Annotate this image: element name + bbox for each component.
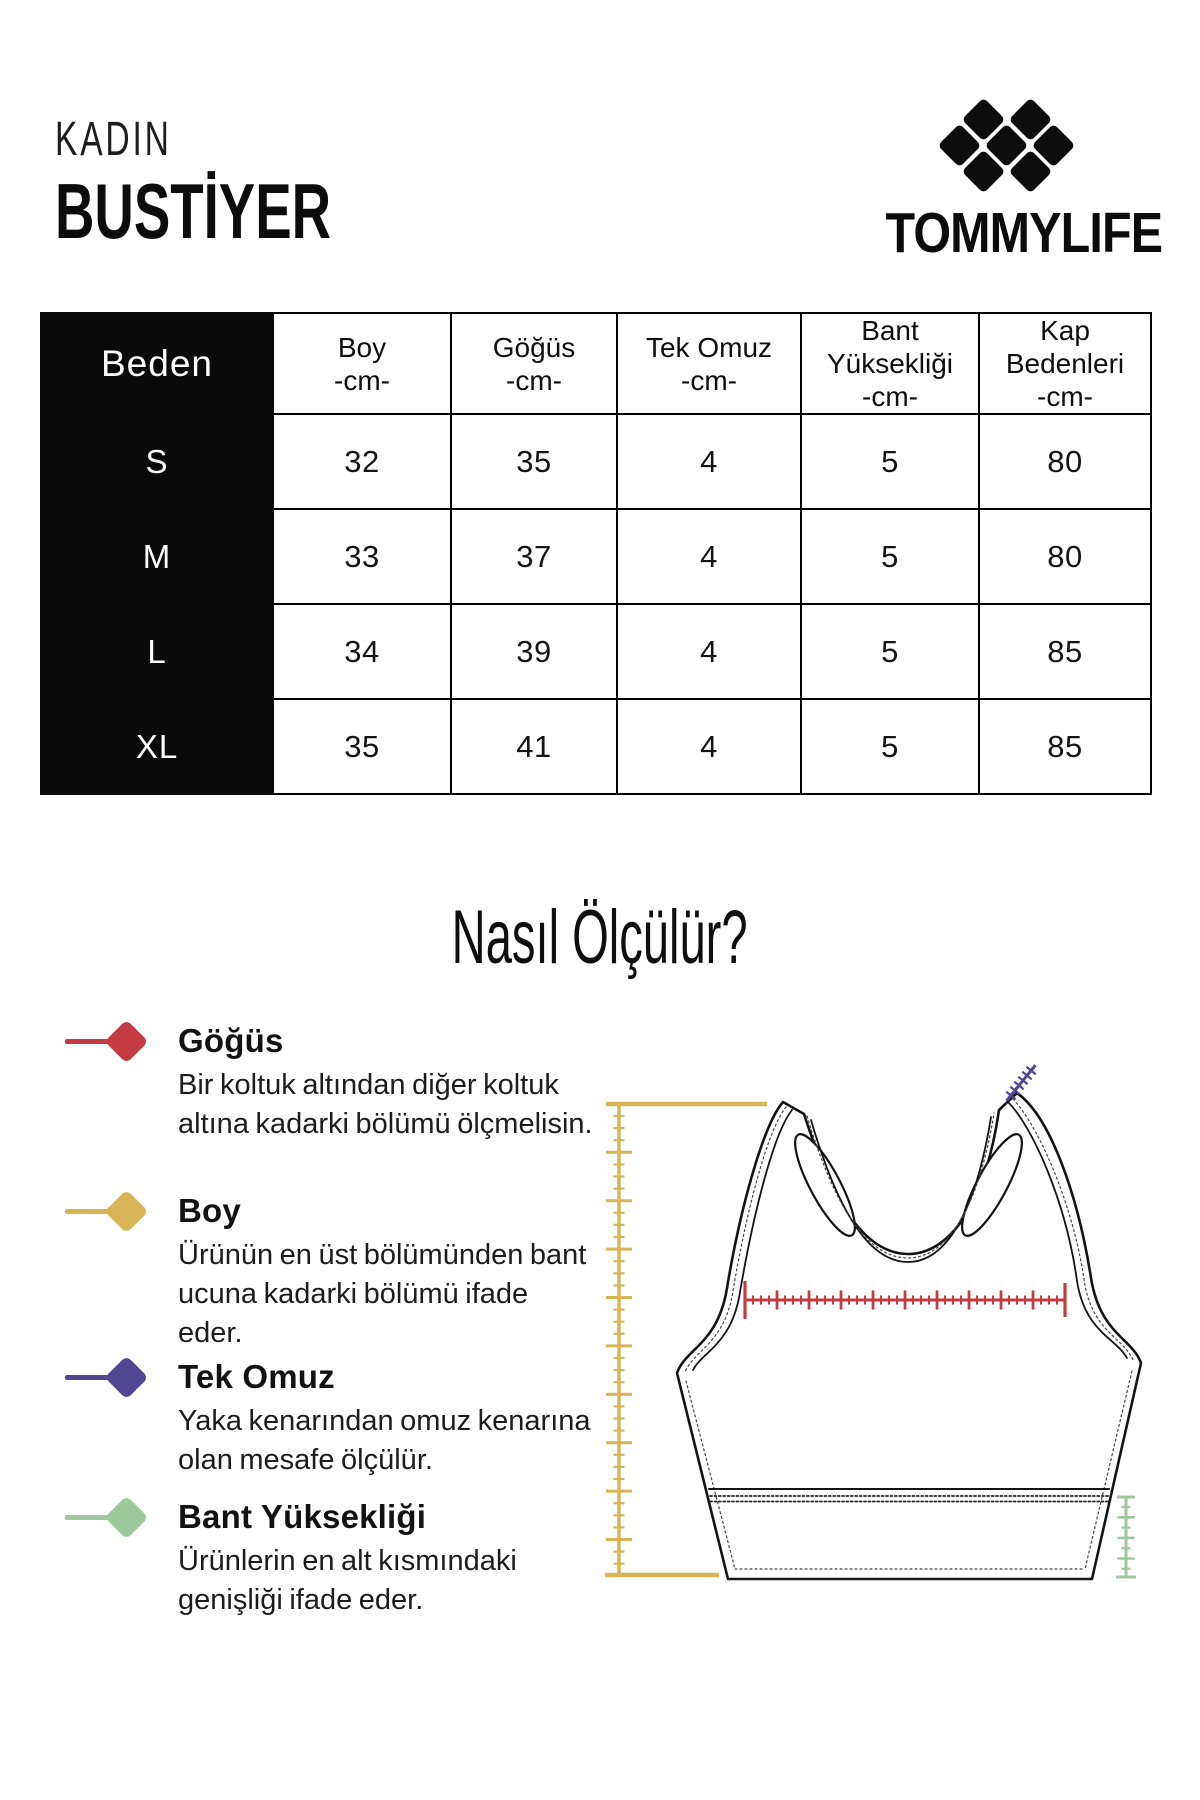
bant-ruler [1116, 1495, 1136, 1579]
brand-logo: TOMMYLIFE [864, 90, 1163, 266]
table-row: XL 35 41 4 5 85 [40, 698, 1152, 795]
value-cell: 33 [272, 508, 452, 605]
gogus-measure-line [743, 1281, 1067, 1319]
size-cell: XL [40, 698, 274, 795]
size-cell: L [40, 603, 274, 700]
size-column-header: Beden [40, 312, 274, 415]
value-cell: 85 [978, 603, 1152, 700]
value-cell: 5 [800, 603, 980, 700]
size-table: Beden Boy -cm- Göğüs -cm- Tek Omuz -cm- … [40, 312, 1152, 795]
size-cell: M [40, 508, 274, 605]
size-cell: S [40, 413, 274, 510]
legend-description: Ürünün en üst bölümünden bant ucuna kada… [178, 1239, 587, 1349]
value-cell: 34 [272, 603, 452, 700]
value-cell: 80 [978, 413, 1152, 510]
col-header-kap-bedenleri: Kap Bedenleri -cm- [978, 312, 1152, 415]
table-row: L 34 39 4 5 85 [40, 603, 1152, 700]
tek-omuz-diamond-icon [104, 1355, 149, 1400]
col-header-gogus: Göğüs -cm- [450, 312, 618, 415]
value-cell: 4 [616, 603, 802, 700]
value-cell: 32 [272, 413, 452, 510]
gogus-ticks [752, 1290, 1058, 1310]
legend-description: Yaka kenarından omuz kenarına olan mesaf… [178, 1405, 591, 1476]
boy-ruler-ticks [606, 1114, 632, 1565]
legend-title: Bant Yüksekliği [178, 1498, 427, 1535]
gogus-marker-line [65, 1039, 129, 1044]
col-header-bant-yuksekligi: Bant Yüksekliği -cm- [800, 312, 980, 415]
legend-item-boy: Boy Ürünün en üst bölümünden bant ucuna … [65, 1189, 605, 1353]
value-cell: 35 [272, 698, 452, 795]
value-cell: 5 [800, 508, 980, 605]
value-cell: 4 [616, 413, 802, 510]
brand-diamonds-icon [864, 90, 1150, 198]
legend-title: Boy [178, 1192, 241, 1229]
bustier-outline [675, 1091, 1143, 1581]
bant-marker-line [65, 1515, 129, 1520]
boy-diamond-icon [104, 1189, 149, 1234]
value-cell: 41 [450, 698, 618, 795]
value-cell: 37 [450, 508, 618, 605]
category-label: KADIN [55, 113, 172, 166]
bustier-measurement-diagram [605, 1064, 1143, 1581]
table-row: M 33 37 4 5 80 [40, 508, 1152, 605]
boy-marker-line [65, 1209, 129, 1214]
table-header-row: Beden Boy -cm- Göğüs -cm- Tek Omuz -cm- … [40, 312, 1152, 415]
tek-omuz-mark [1005, 1064, 1037, 1102]
value-cell: 4 [616, 508, 802, 605]
value-cell: 85 [978, 698, 1152, 795]
value-cell: 5 [800, 413, 980, 510]
legend-title: Tek Omuz [178, 1358, 335, 1395]
legend-title: Göğüs [178, 1022, 284, 1059]
tek-omuz-marker [65, 1355, 165, 1400]
boy-marker [65, 1189, 165, 1234]
col-header-tek-omuz: Tek Omuz -cm- [616, 312, 802, 415]
value-cell: 39 [450, 603, 618, 700]
value-cell: 35 [450, 413, 618, 510]
legend-description: Bir koltuk altından diğer koltuk altına … [178, 1069, 593, 1140]
col-header-boy: Boy -cm- [272, 312, 452, 415]
gogus-diamond-icon [104, 1019, 149, 1064]
legend-item-bant-yuksekligi: Bant Yüksekliği Ürünlerin en alt kısmınd… [65, 1495, 605, 1620]
value-cell: 80 [978, 508, 1152, 605]
bant-marker [65, 1495, 165, 1540]
legend-description: Ürünlerin en alt kısmındaki genişliği if… [178, 1545, 517, 1616]
product-name: BUSTİYER [55, 167, 332, 255]
value-cell: 5 [800, 698, 980, 795]
gogus-marker [65, 1019, 165, 1064]
bant-diamond-icon [104, 1495, 149, 1540]
boy-ruler [605, 1101, 767, 1578]
measure-section-title: Nasıl Ölçülür? [452, 895, 748, 980]
brand-name: TOMMYLIFE [885, 201, 1163, 265]
table-row: S 32 35 4 5 80 [40, 413, 1152, 510]
bant-ruler-ticks [1117, 1505, 1135, 1570]
value-cell: 4 [616, 698, 802, 795]
legend-item-gogus: Göğüs Bir koltuk altından diğer koltuk a… [65, 1019, 605, 1144]
product-title-block: KADIN BUSTİYER [55, 113, 449, 255]
tek-omuz-marker-line [65, 1375, 129, 1380]
legend-item-tek-omuz: Tek Omuz Yaka kenarından omuz kenarına o… [65, 1355, 605, 1480]
